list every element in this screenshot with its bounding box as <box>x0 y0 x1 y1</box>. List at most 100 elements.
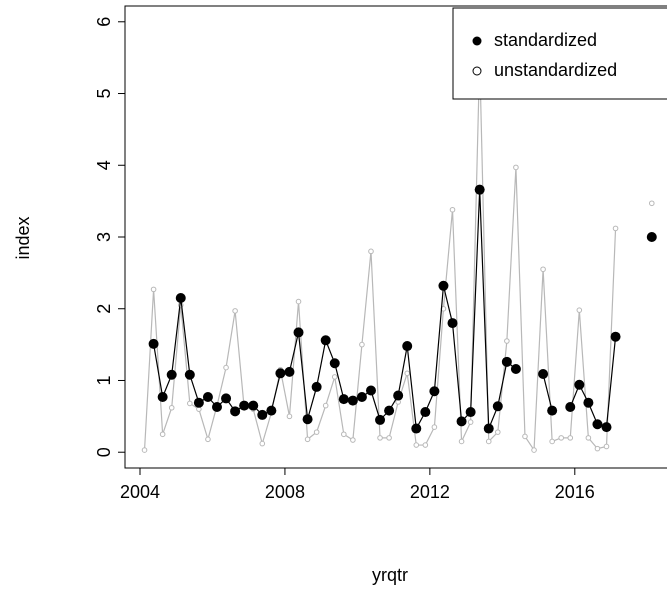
data-point <box>322 402 329 409</box>
data-point <box>286 413 293 420</box>
data-point <box>302 414 313 425</box>
data-point <box>538 369 549 380</box>
data-point <box>583 397 594 408</box>
y-tick-label: 2 <box>94 304 114 314</box>
data-point <box>504 338 510 344</box>
data-point <box>166 369 177 380</box>
data-point <box>202 391 213 402</box>
data-point <box>193 397 204 408</box>
data-point <box>313 429 320 435</box>
data-point <box>184 369 195 380</box>
data-point <box>485 438 492 445</box>
data-point <box>610 331 621 342</box>
data-point <box>375 414 386 425</box>
data-point <box>368 248 374 255</box>
data-point <box>356 391 367 402</box>
data-point <box>150 286 157 293</box>
data-point <box>157 391 168 402</box>
data-point <box>456 416 467 427</box>
y-tick-label: 6 <box>94 17 114 27</box>
data-point <box>558 435 565 441</box>
legend-box <box>452 7 667 100</box>
legend-label: standardized <box>494 30 597 50</box>
data-point <box>438 280 449 291</box>
data-point <box>239 400 250 411</box>
data-point <box>259 440 266 447</box>
data-point <box>365 385 376 396</box>
data-point <box>483 423 494 434</box>
data-point <box>257 409 268 420</box>
x-tick-label: 2012 <box>410 482 450 502</box>
data-point <box>341 431 347 438</box>
data-point <box>293 327 304 338</box>
data-point <box>402 341 413 352</box>
data-point <box>567 435 574 441</box>
data-point <box>467 419 474 425</box>
data-point <box>413 442 420 448</box>
data-point <box>331 374 338 380</box>
data-point <box>187 400 193 407</box>
data-point <box>295 298 302 305</box>
data-point <box>411 423 422 434</box>
data-point <box>513 164 519 171</box>
data-point <box>211 402 222 413</box>
data-point <box>540 266 546 273</box>
data-point <box>168 404 175 411</box>
data-point <box>612 225 619 232</box>
x-tick-label: 2016 <box>555 482 595 502</box>
data-point <box>266 405 277 416</box>
data-point <box>350 437 356 443</box>
data-point <box>221 393 232 404</box>
data-point <box>275 368 286 379</box>
data-point <box>492 401 503 412</box>
data-point <box>304 436 311 443</box>
data-point <box>248 400 259 411</box>
data-point <box>547 405 558 416</box>
data-point <box>447 318 458 329</box>
y-tick-label: 0 <box>94 447 114 457</box>
data-point <box>175 292 186 303</box>
data-point <box>148 338 159 349</box>
data-point <box>311 381 322 392</box>
y-axis-label: index <box>13 216 33 259</box>
data-point <box>384 405 395 416</box>
data-point <box>592 419 603 430</box>
data-point <box>422 442 429 448</box>
data-point <box>449 206 456 213</box>
data-point <box>531 447 537 453</box>
data-point <box>465 407 476 418</box>
data-point <box>549 438 555 445</box>
data-point <box>141 447 148 453</box>
y-tick-label: 1 <box>94 375 114 385</box>
data-point <box>223 364 229 371</box>
data-point <box>347 395 358 406</box>
data-point <box>338 394 349 405</box>
data-point <box>420 407 431 418</box>
data-point <box>404 370 411 377</box>
data-point <box>377 435 383 441</box>
data-point <box>510 364 521 374</box>
data-point <box>320 335 331 346</box>
data-point <box>585 435 592 441</box>
data-point <box>603 443 610 450</box>
data-point <box>574 379 585 390</box>
data-point <box>501 356 512 367</box>
data-point <box>429 386 440 397</box>
data-point <box>646 232 657 242</box>
data-point <box>232 308 238 314</box>
x-tick-label: 2004 <box>120 482 160 502</box>
data-point <box>458 438 465 445</box>
data-point <box>359 341 365 348</box>
y-tick-label: 3 <box>94 232 114 242</box>
legend-label: unstandardized <box>494 60 617 80</box>
x-tick-label: 2008 <box>265 482 305 502</box>
data-point <box>494 429 501 435</box>
x-axis-label: yrqtr <box>372 565 408 585</box>
data-point <box>205 436 211 443</box>
y-tick-label: 5 <box>94 89 114 99</box>
data-point <box>284 366 295 377</box>
data-point <box>648 200 655 207</box>
data-point <box>474 184 485 195</box>
data-point <box>159 431 166 438</box>
